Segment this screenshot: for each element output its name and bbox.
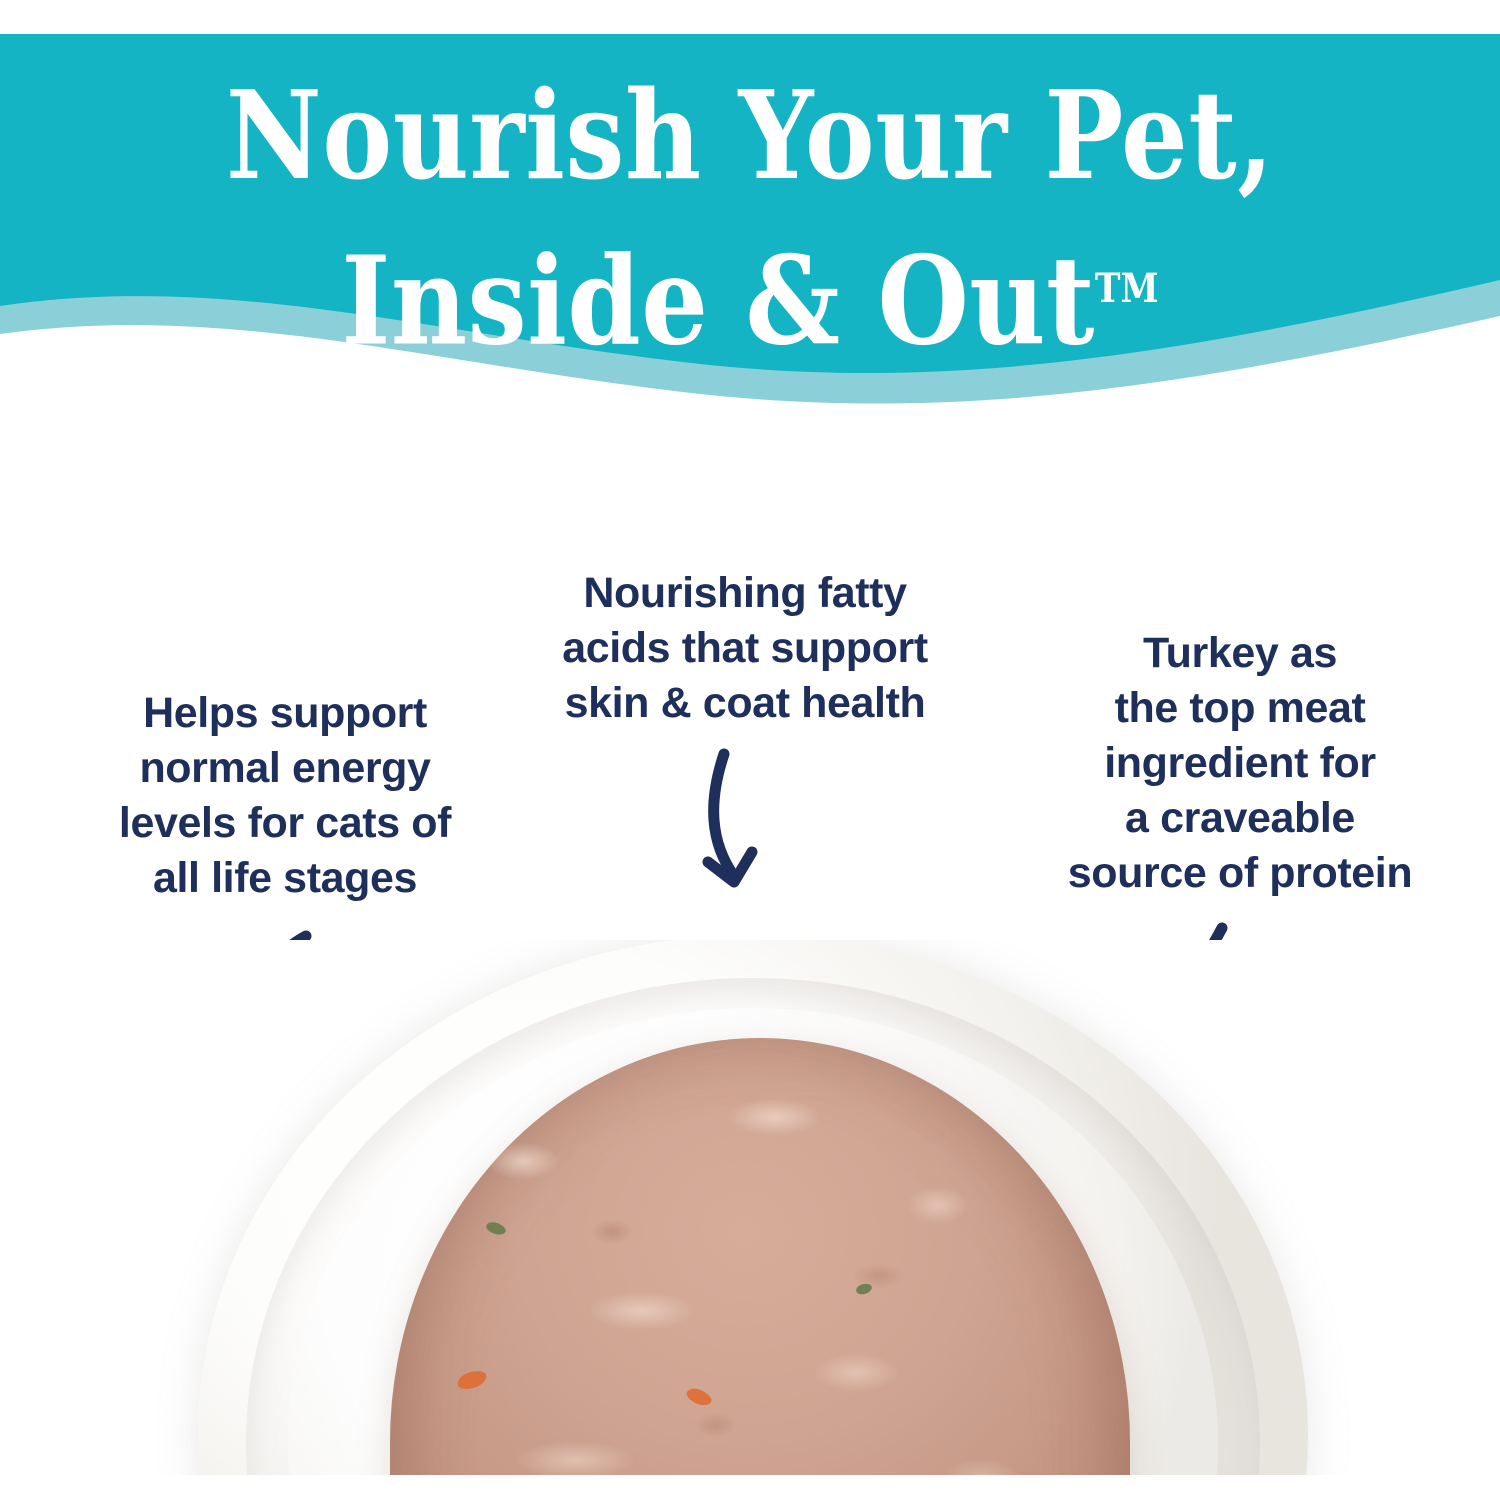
curved-arrow-down-icon <box>702 748 758 888</box>
header-wave-graphic <box>0 34 1500 404</box>
wave-main-shape <box>0 34 1500 373</box>
callout-turkey-text: Turkey as the top meat ingredient for a … <box>1067 629 1413 897</box>
bottom-white-trim <box>0 1476 1500 1500</box>
pate-texture <box>390 1038 1130 1475</box>
callout-skin-coat-text: Nourishing fatty acids that support skin… <box>562 569 928 727</box>
product-photo <box>0 940 1500 1475</box>
header-band: Nourish Your Pet, Inside & OutTM <box>0 34 1500 434</box>
pate-loaf <box>390 1038 1130 1475</box>
callout-energy-text: Helps support normal energy levels for c… <box>118 689 452 902</box>
